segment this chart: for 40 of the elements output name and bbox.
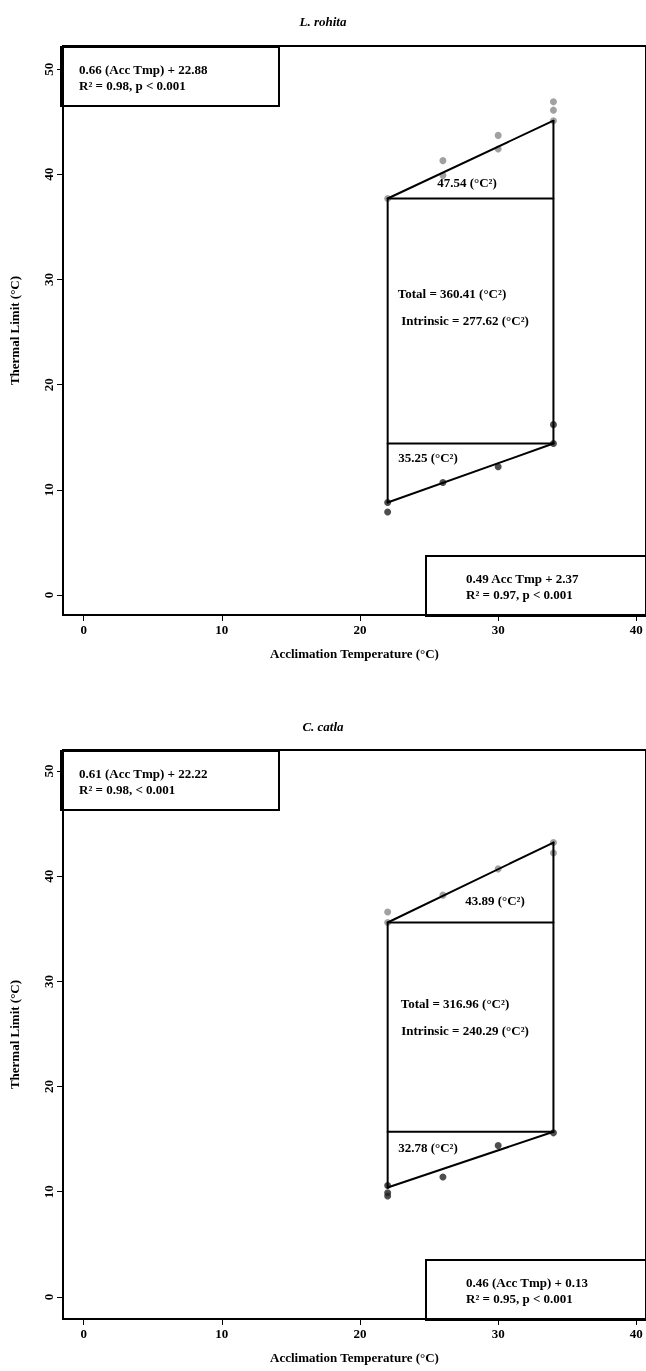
annotation: Total = 360.41 (°C²): [397, 285, 507, 301]
annotation: 43.89 (°C²): [465, 892, 525, 908]
x-tick-label: 30: [491, 1326, 505, 1341]
chart-title: L. rohita: [298, 14, 347, 29]
chart-title: C. catla: [302, 719, 345, 734]
x-tick-label: 30: [491, 622, 505, 637]
annotation: 0.61 (Acc Tmp) + 22.22 R² = 0.98, < 0.001: [79, 765, 208, 797]
y-axis-title: Thermal Limit (°C): [7, 979, 22, 1090]
y-tick-label: 20: [41, 1080, 56, 1094]
x-axis-title: Acclimation Temperature (°C): [270, 1350, 439, 1365]
x-tick-label: 20: [353, 622, 367, 637]
y-tick-label: 30: [41, 272, 56, 286]
y-tick-label: 30: [41, 974, 56, 988]
x-axis-title: Acclimation Temperature (°C): [270, 646, 439, 661]
x-tick-label: 0: [80, 622, 87, 637]
annotation: 47.54 (°C²): [437, 174, 497, 190]
y-tick-label: 50: [41, 62, 56, 76]
annotation: 0.49 Acc Tmp + 2.37 R² = 0.97, p < 0.001: [466, 570, 580, 602]
x-tick-label: 40: [629, 1326, 643, 1341]
y-tick-label: 0: [41, 1293, 56, 1301]
x-tick-label: 10: [215, 1326, 229, 1341]
y-tick-label: 50: [41, 764, 56, 778]
x-tick-label: 40: [629, 622, 643, 637]
annotation: 0.46 (Acc Tmp) + 0.13 R² = 0.95, p < 0.001: [466, 1274, 589, 1306]
y-tick-label: 40: [41, 167, 56, 181]
annotation: 32.78 (°C²): [398, 1139, 458, 1155]
y-tick-label: 0: [41, 591, 56, 599]
y-axis-title: Thermal Limit (°C): [7, 275, 22, 386]
annotation: Intrinsic = 277.62 (°C²): [401, 312, 529, 328]
x-tick-label: 0: [80, 1326, 87, 1341]
x-tick-label: 10: [215, 622, 229, 637]
y-tick-label: 10: [41, 483, 56, 497]
y-tick-label: 10: [41, 1185, 56, 1199]
y-tick-label: 20: [41, 378, 56, 392]
annotation: Total = 316.96 (°C²): [400, 995, 510, 1011]
x-tick-label: 20: [353, 1326, 367, 1341]
y-tick-label: 40: [41, 869, 56, 883]
annotation: 0.66 (Acc Tmp) + 22.88 R² = 0.98, p < 0.001: [79, 61, 208, 93]
annotation: 35.25 (°C²): [398, 449, 458, 465]
annotation: Intrinsic = 240.29 (°C²): [401, 1022, 529, 1038]
